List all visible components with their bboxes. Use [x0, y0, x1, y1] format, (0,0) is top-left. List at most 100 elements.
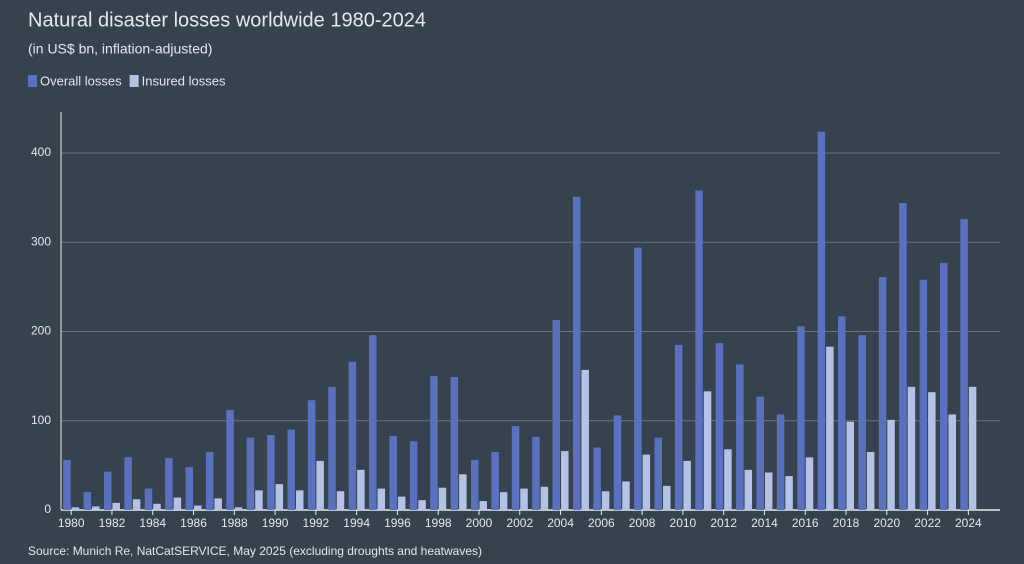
x-tick-label: 2008	[629, 516, 656, 530]
bar	[316, 460, 324, 510]
x-tick-label: 1996	[384, 516, 411, 530]
bar	[939, 262, 948, 510]
x-tick-label: 1994	[343, 516, 370, 530]
bar	[511, 426, 520, 510]
x-tick-label: 2024	[955, 516, 982, 530]
bar	[479, 501, 487, 510]
bar	[153, 503, 161, 510]
bar	[103, 471, 112, 510]
x-tick-label: 2016	[792, 516, 819, 530]
bar	[450, 377, 459, 510]
bar	[805, 457, 814, 510]
legend-swatch	[129, 75, 139, 87]
chart-subtitle: (in US$ bn, inflation-adjusted)	[28, 41, 212, 57]
bar	[552, 319, 561, 510]
x-tick-label: 2020	[873, 516, 900, 530]
bar	[470, 460, 479, 510]
bar	[336, 491, 345, 510]
bar	[205, 451, 214, 510]
bar	[838, 316, 846, 510]
bar	[491, 451, 499, 510]
bar	[797, 326, 805, 510]
bar	[846, 421, 855, 510]
y-tick-label: 300	[31, 234, 51, 248]
bar	[295, 490, 304, 510]
bar	[866, 451, 875, 510]
bar	[756, 396, 764, 510]
bar	[858, 335, 866, 510]
bar	[764, 472, 773, 510]
bar	[459, 474, 467, 510]
bar	[63, 460, 71, 510]
bar	[581, 369, 589, 510]
bar	[112, 502, 120, 510]
bar	[499, 492, 508, 510]
x-tick-label: 1998	[425, 516, 452, 530]
y-tick-label: 100	[31, 413, 51, 427]
x-tick-label: 1986	[180, 516, 207, 530]
bar	[878, 277, 887, 510]
x-tick-label: 2022	[914, 516, 941, 530]
bar	[165, 458, 173, 510]
bar	[724, 449, 732, 510]
bar	[561, 451, 569, 510]
legend-swatch	[28, 75, 37, 87]
y-tick-label: 400	[31, 145, 51, 159]
bar	[532, 436, 540, 510]
bar	[389, 435, 397, 510]
bar	[92, 506, 100, 510]
x-tick-label: 2002	[506, 516, 533, 530]
bar	[348, 361, 357, 510]
bar	[674, 344, 683, 510]
bar	[960, 219, 968, 510]
legend-label: Overall losses	[40, 73, 122, 88]
bar	[275, 484, 284, 510]
bar	[124, 457, 132, 510]
bar	[622, 481, 630, 510]
bar	[654, 437, 663, 510]
bar	[736, 364, 744, 510]
x-tick-label: 1984	[139, 516, 166, 530]
bar	[520, 488, 528, 510]
x-tick-label: 1992	[303, 516, 330, 530]
bar	[948, 414, 956, 510]
bar	[887, 419, 895, 510]
bar	[418, 500, 426, 510]
bar	[703, 391, 712, 510]
y-tick-label: 200	[31, 324, 51, 338]
x-tick-label: 2018	[833, 516, 860, 530]
bar	[683, 460, 691, 510]
bar	[71, 507, 80, 510]
bar	[776, 414, 785, 510]
bar	[287, 429, 295, 510]
bar	[246, 437, 255, 510]
bar	[369, 335, 377, 510]
bar	[593, 447, 601, 510]
bar	[634, 247, 642, 511]
x-tick-label: 1988	[221, 516, 248, 530]
x-tick-label: 1982	[99, 516, 126, 530]
bar	[642, 454, 651, 510]
bar	[83, 492, 92, 510]
source: Source: Munich Re, NatCatSERVICE, May 20…	[28, 544, 482, 558]
bar	[928, 392, 936, 510]
bar	[267, 435, 275, 510]
bar	[663, 485, 671, 510]
x-tick-label: 2004	[547, 516, 574, 530]
bar	[409, 441, 418, 510]
bar	[144, 488, 153, 510]
bar	[430, 376, 438, 510]
bar	[307, 400, 316, 510]
x-tick-label: 1980	[58, 516, 85, 530]
x-tick-label: 2014	[751, 516, 778, 530]
bar	[357, 469, 365, 510]
bar	[438, 487, 447, 510]
bar	[817, 131, 826, 510]
bar	[132, 499, 141, 510]
bar	[572, 196, 581, 510]
bar	[899, 203, 907, 511]
bar	[826, 346, 834, 510]
bar	[377, 488, 386, 510]
